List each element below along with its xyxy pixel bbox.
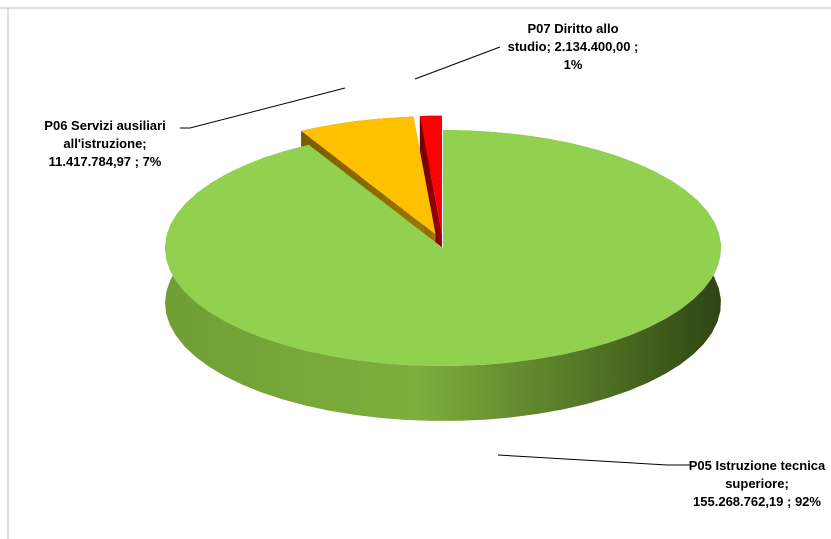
- data-label-line: P05 Istruzione tecnica: [689, 458, 826, 473]
- data-label-line: P06 Servizi ausiliari: [44, 118, 165, 133]
- slice-top: [301, 116, 436, 235]
- slice-top: [165, 130, 721, 366]
- data-label-line: 11.417.784,97 ; 7%: [49, 154, 162, 169]
- data-label-line: P07 Diritto allo: [527, 21, 618, 36]
- data-label-line: 155.268.762,19 ; 92%: [693, 494, 821, 509]
- pie-slice-p05: [165, 130, 721, 421]
- data-label: P06 Servizi ausiliari all'istruzione; 11.4…: [44, 118, 165, 169]
- data-label-line: studio; 2.134.400,00 ;: [508, 39, 639, 54]
- data-label-line: superiore;: [725, 476, 789, 491]
- pie-slice-p07: [419, 115, 442, 289]
- data-label: P05 Istruzione tecnica superiore; 155.268.…: [689, 458, 826, 509]
- data-label-line: 1%: [564, 57, 583, 72]
- leader-line: [497, 454, 690, 466]
- slice-top: [419, 115, 442, 234]
- leader-line: [414, 46, 501, 80]
- data-label: P07 Diritto allo studio; 2.134.400,00 ; 1%: [508, 21, 639, 72]
- leader-line: [180, 87, 346, 129]
- data-label-line: all'istruzione;: [63, 136, 146, 151]
